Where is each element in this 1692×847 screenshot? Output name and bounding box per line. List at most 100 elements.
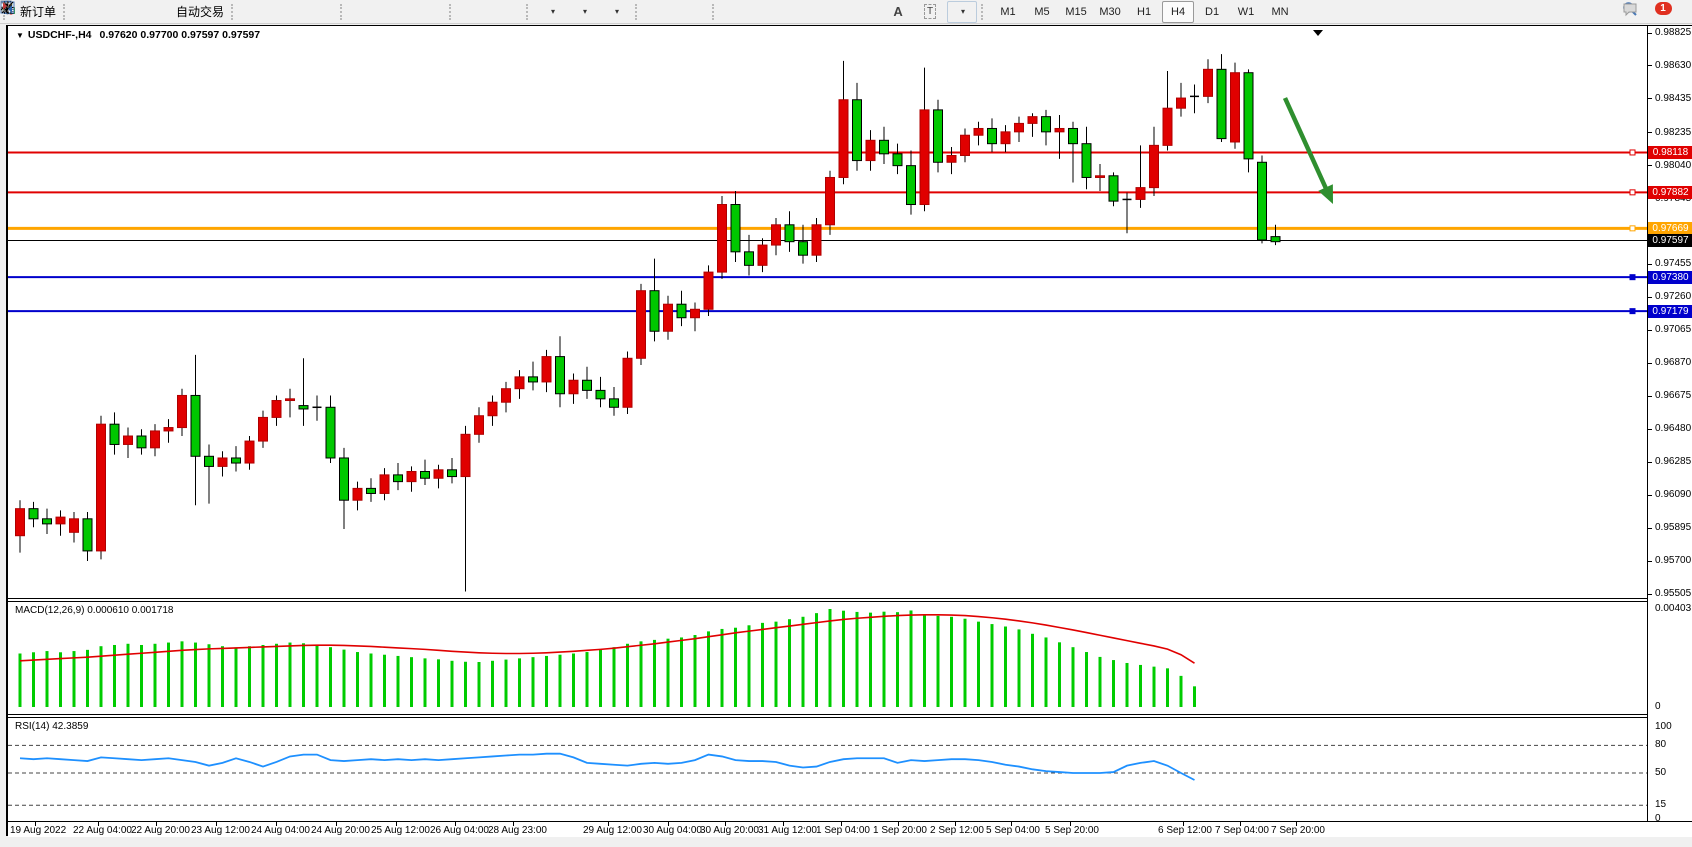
toolbar-grip[interactable] <box>63 3 70 20</box>
time-tick <box>725 822 726 826</box>
time-label: 23 Aug 12:00 <box>191 825 250 836</box>
toolbar-grip[interactable] <box>449 3 456 20</box>
rsi-pane[interactable] <box>8 718 1647 821</box>
timeframe-m5-button[interactable]: M5 <box>1034 5 1050 18</box>
bar-chart-mode-button[interactable] <box>1 1 272 23</box>
text-label-tool-button[interactable]: T <box>915 1 945 23</box>
time-tick <box>396 822 397 826</box>
support-line-blue-2-handle[interactable] <box>1629 308 1636 315</box>
price-tick-label: 0.98435 <box>1655 92 1692 104</box>
templates-dropdown-arrow: ▾ <box>615 7 620 16</box>
time-label: 5 Sep 20:00 <box>1045 825 1099 836</box>
new-order-button[interactable]: 新订单 <box>0 0 59 23</box>
rsi-canvas[interactable] <box>8 718 1647 821</box>
time-label: 26 Aug 04:00 <box>430 825 489 836</box>
auto-scroll-button[interactable] <box>2 1 490 23</box>
timeframe-w1-button[interactable]: W1 <box>1237 5 1255 18</box>
candlestick-mode-button[interactable] <box>2 1 304 23</box>
signals-button[interactable] <box>1 1 168 23</box>
timeframe-m1-button[interactable]: M1 <box>1000 5 1016 18</box>
price-tick <box>1648 593 1652 595</box>
price-tick <box>1648 32 1652 34</box>
price-tick-label: 0.95700 <box>1655 555 1692 567</box>
price-tick-label: 0.98235 <box>1655 126 1692 138</box>
trendline-tool-button[interactable] <box>1 1 817 23</box>
time-label: 24 Aug 04:00 <box>251 825 310 836</box>
price-chart-canvas[interactable] <box>8 26 1647 598</box>
time-tick <box>608 822 609 826</box>
pane-splitter-rsi[interactable] <box>8 714 1692 718</box>
timeframe-mn-button[interactable]: MN <box>1271 5 1289 18</box>
price-tick <box>1648 461 1652 463</box>
time-label: 7 Sep 04:00 <box>1215 825 1269 836</box>
toolbar-grip[interactable] <box>526 3 533 20</box>
rsi-scale-80: 80 <box>1655 739 1667 751</box>
price-tick <box>1648 428 1652 430</box>
support-line-blue-1-handle[interactable] <box>1629 274 1636 281</box>
styler-button[interactable] <box>1 1 104 23</box>
time-tick <box>216 822 217 826</box>
timeframe-d1-button[interactable]: D1 <box>1205 5 1220 18</box>
toolbar-grip[interactable] <box>981 3 988 20</box>
toolbar-grip[interactable] <box>340 3 347 20</box>
toolbar-grip[interactable] <box>231 3 238 20</box>
zoom-out-button[interactable] <box>0 0 413 23</box>
chart-shift-button[interactable] <box>2 1 522 23</box>
chart-window: ▼ USDCHF-,H4 0.97620 0.97700 0.97597 0.9… <box>6 25 1692 837</box>
price-label-0.97179: 0.97179 <box>1648 304 1692 318</box>
price-tick <box>1648 494 1652 496</box>
resistance-line-2-handle[interactable] <box>1629 189 1636 196</box>
price-label-0.98118: 0.98118 <box>1648 145 1692 159</box>
periods-button[interactable]: ▾ <box>0 0 599 23</box>
zoom-in-button[interactable] <box>0 0 381 23</box>
price-axis[interactable]: 0.98825 0.98630 0.98435 0.98235 0.98040 0.978… <box>1648 26 1692 824</box>
horizontal-line-tool-button[interactable] <box>2 1 785 23</box>
text-tool-button[interactable]: A <box>883 1 913 23</box>
arrows-tool-button[interactable]: ▾ <box>3 0 978 23</box>
templates-button[interactable]: ▾ <box>0 1 631 23</box>
time-label: 2 Sep 12:00 <box>930 825 984 836</box>
indicators-button[interactable]: ▾ <box>0 1 567 23</box>
time-label: 5 Sep 04:00 <box>986 825 1040 836</box>
tile-windows-button[interactable] <box>1 1 445 23</box>
macd-pane[interactable] <box>8 602 1647 714</box>
crosshair-tool-button[interactable] <box>1 1 708 23</box>
notifications-button[interactable]: 1 <box>1623 1 1685 23</box>
time-label: 24 Aug 20:00 <box>311 825 370 836</box>
price-tick-label: 0.98630 <box>1655 59 1692 71</box>
pane-splitter-macd[interactable] <box>8 598 1692 602</box>
time-axis[interactable]: 19 Aug 2022 22 Aug 04:00 22 Aug 20:00 23 Au… <box>8 821 1692 837</box>
support-line-orange-handle[interactable] <box>1629 225 1636 232</box>
fibonacci-tool-button[interactable]: F <box>1 1 881 23</box>
cursor-tool-button[interactable] <box>4 1 676 23</box>
channel-tool-button[interactable]: E <box>0 1 849 23</box>
macd-canvas[interactable] <box>8 602 1647 714</box>
timeframe-m30-button[interactable]: M30 <box>1099 5 1121 18</box>
down-arrow-object[interactable] <box>1282 97 1330 193</box>
down-arrow-head[interactable] <box>1318 184 1333 204</box>
time-tick <box>1296 822 1297 826</box>
chart-title-collapse-icon[interactable]: ▼ <box>16 30 24 40</box>
market-watch-button[interactable] <box>0 1 136 23</box>
time-label: 7 Sep 20:00 <box>1271 825 1325 836</box>
toolbar-grip[interactable] <box>635 3 642 20</box>
timeframe-h1-button[interactable]: H1 <box>1137 5 1152 18</box>
toolbar-grip[interactable] <box>712 3 719 20</box>
auto-trading-label: 自动交易 <box>176 5 225 19</box>
time-tick <box>336 822 337 826</box>
vertical-line-tool-button[interactable] <box>6 1 753 23</box>
price-tick <box>1648 165 1652 167</box>
price-chart-pane[interactable] <box>8 26 1647 598</box>
time-label: 30 Aug 04:00 <box>643 825 702 836</box>
resistance-line-1-handle[interactable] <box>1629 149 1636 156</box>
time-tick <box>783 822 784 826</box>
time-label: 29 Aug 12:00 <box>583 825 642 836</box>
line-chart-mode-button[interactable] <box>0 1 336 23</box>
current-price-label: 0.97597 <box>1648 234 1692 247</box>
timeframe-m15-button[interactable]: M15 <box>1065 5 1087 18</box>
rsi-line <box>19 752 1195 781</box>
price-tick <box>1648 560 1652 562</box>
timeframe-h4-button[interactable]: H4 <box>1162 0 1195 23</box>
auto-trading-button[interactable]: 自动交易 <box>0 1 227 23</box>
time-tick <box>156 822 157 826</box>
